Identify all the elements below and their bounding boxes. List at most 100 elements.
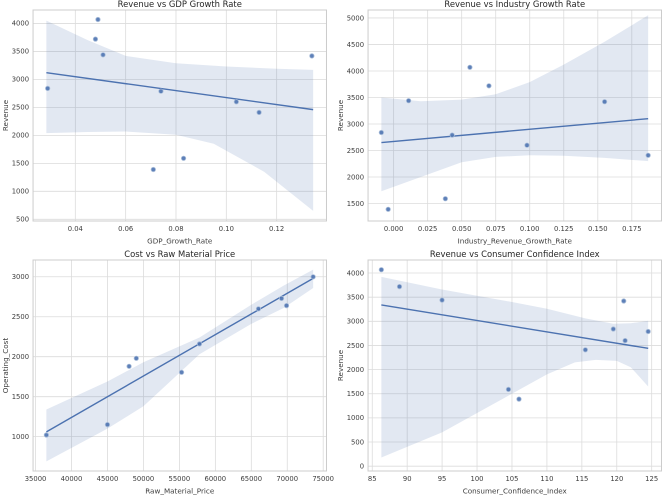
plot-area: [367, 260, 661, 471]
x-tick-label: 0.075: [485, 225, 504, 233]
chart-revenue-vs-industry: 0.000 0.025 0.050 0.075 0.100 0.125 0.150 0.175…: [336, 0, 662, 246]
scatter-point: [278, 295, 285, 302]
scatter-point: [449, 132, 455, 138]
y-tick-label: 2000: [346, 173, 363, 181]
scatter-point: [133, 355, 139, 361]
x-tick-label: 0.125: [554, 225, 573, 233]
x-tick-label: 110: [540, 475, 553, 483]
scatter-point: [485, 83, 492, 89]
y-tick-label: 1500: [346, 390, 363, 398]
subplot-revenue-vs-industry: 0.000 0.025 0.050 0.075 0.100 0.125 0.150 0.175…: [335, 0, 669, 250]
scatter-point: [620, 298, 626, 304]
scatter-point: [622, 338, 628, 344]
y-tick-label: 3500: [346, 294, 363, 302]
confidence-band: [380, 15, 648, 192]
scatter-point: [378, 129, 384, 136]
y-axis-label: Revenue: [336, 99, 345, 131]
x-tick-label: 0.150: [588, 225, 607, 233]
scatter-point: [515, 396, 522, 402]
scatter-point: [126, 363, 132, 369]
scatter-point: [100, 52, 106, 58]
x-axis-label: Consumer_Confidence_Index: [462, 487, 567, 496]
y-tick-label: 2000: [12, 353, 29, 361]
y-axis-label: Revenue: [1, 99, 10, 131]
x-tick-label: 0.12: [269, 225, 284, 233]
y-tick-label: 1500: [346, 200, 363, 208]
y-tick-label: 3000: [12, 273, 29, 281]
plot-border: [367, 9, 662, 222]
scatter-point: [582, 347, 588, 353]
subplot-revenue-vs-consumer-confidence: 85 90 95 100 105 110 115 120 125 0 500 1000 1500 2000…: [335, 250, 669, 500]
y-tick-label: 2000: [346, 366, 363, 374]
y-tick-label: 2500: [346, 342, 363, 350]
scatter-point: [505, 386, 511, 392]
x-tick-label: 0.04: [68, 225, 83, 233]
plot-border: [32, 9, 327, 222]
confidence-band: [46, 269, 314, 462]
chart-title: Revenue vs Industry Growth Rate: [444, 0, 585, 9]
scatter-point: [610, 326, 616, 332]
scatter-point: [309, 53, 315, 59]
chart-title: Cost vs Raw Material Price: [124, 250, 235, 259]
y-tick-label: 3000: [346, 120, 363, 128]
y-tick-label: 3000: [346, 318, 363, 326]
x-tick-label: 0.050: [451, 225, 470, 233]
confidence-band: [380, 276, 648, 458]
scatter-point: [523, 142, 530, 148]
y-axis-label: Operating_Cost: [1, 338, 10, 394]
x-tick-label: 50000: [133, 475, 155, 483]
x-tick-label: 105: [505, 475, 518, 483]
x-tick-label: 0.08: [168, 225, 183, 233]
y-tick-label: 4000: [12, 20, 29, 28]
scatter-point: [405, 98, 411, 104]
x-axis-label: Industry_Revenue_Growth_Rate: [457, 237, 572, 246]
y-tick-label: 2000: [12, 132, 29, 140]
x-tick-label: 100: [470, 475, 483, 483]
y-tick-label: 500: [351, 438, 364, 446]
x-axis-label: Raw_Material_Price: [145, 487, 215, 496]
x-tick-label: 0.100: [519, 225, 538, 233]
plot-border: [367, 259, 662, 472]
y-tick-label: 2500: [12, 104, 29, 112]
plot-area: [367, 10, 661, 221]
scatter-point: [645, 152, 651, 158]
scatter-point: [466, 64, 473, 70]
confidence-band: [46, 20, 314, 211]
x-tick-label: 115: [575, 475, 588, 483]
x-tick-label: 40000: [61, 475, 83, 483]
trend-line: [380, 304, 648, 350]
scatter-point: [283, 302, 290, 309]
scatter-point: [442, 196, 448, 202]
y-tick-label: 5000: [346, 14, 363, 22]
chart-title: Revenue vs GDP Growth Rate: [118, 0, 242, 9]
y-axis-label: Revenue: [336, 349, 345, 381]
plot-area: [33, 10, 327, 221]
x-tick-label: 0.175: [622, 225, 641, 233]
scatter-point: [438, 297, 445, 303]
y-tick-label: 4000: [346, 269, 363, 277]
x-tick-label: 90: [402, 475, 411, 483]
x-tick-label: 65000: [240, 475, 262, 483]
chart-cost-vs-raw-material: 35000 40000 45000 50000 55000 60000 65000 70000…: [1, 250, 334, 496]
scatter-point: [178, 369, 185, 375]
x-tick-label: 95: [437, 475, 446, 483]
y-tick-label: 3500: [346, 94, 363, 102]
subplot-cost-vs-raw-material: 35000 40000 45000 50000 55000 60000 65000 70000…: [0, 250, 335, 500]
x-tick-label: 0.10: [219, 225, 234, 233]
trend-line: [380, 117, 648, 144]
x-tick-label: 75000: [312, 475, 334, 483]
scatter-point: [256, 109, 262, 116]
y-tick-label: 500: [16, 216, 29, 224]
trend-line: [46, 71, 314, 111]
scatter-point: [180, 155, 187, 161]
scatter-point: [385, 206, 391, 212]
y-tick-label: 4000: [346, 67, 363, 75]
scatter-point: [396, 283, 402, 290]
scatter-point: [104, 422, 111, 428]
y-tick-label: 3000: [12, 76, 29, 84]
y-tick-label: 1500: [12, 393, 29, 401]
chart-revenue-vs-gdp: 0.04 0.06 0.08 0.10 0.12 500 1000 1500 2000 2500 3…: [1, 0, 327, 245]
y-tick-label: 1000: [12, 433, 29, 441]
scatter-point: [150, 166, 156, 173]
